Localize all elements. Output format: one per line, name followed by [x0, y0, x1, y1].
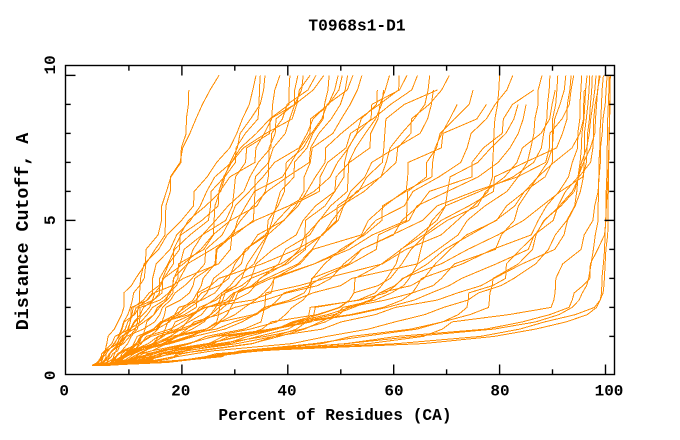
- svg-text:T0968s1-D1: T0968s1-D1: [308, 18, 405, 36]
- svg-text:100: 100: [595, 382, 624, 400]
- svg-text:Percent of Residues (CA): Percent of Residues (CA): [218, 407, 451, 425]
- svg-text:40: 40: [277, 382, 296, 400]
- svg-text:5: 5: [42, 215, 60, 225]
- svg-text:Distance Cutoff, A: Distance Cutoff, A: [14, 133, 34, 330]
- svg-text:0: 0: [59, 382, 69, 400]
- svg-text:10: 10: [42, 55, 60, 74]
- svg-text:0: 0: [42, 370, 60, 380]
- svg-text:80: 80: [490, 382, 509, 400]
- svg-text:60: 60: [384, 382, 403, 400]
- svg-text:20: 20: [171, 382, 190, 400]
